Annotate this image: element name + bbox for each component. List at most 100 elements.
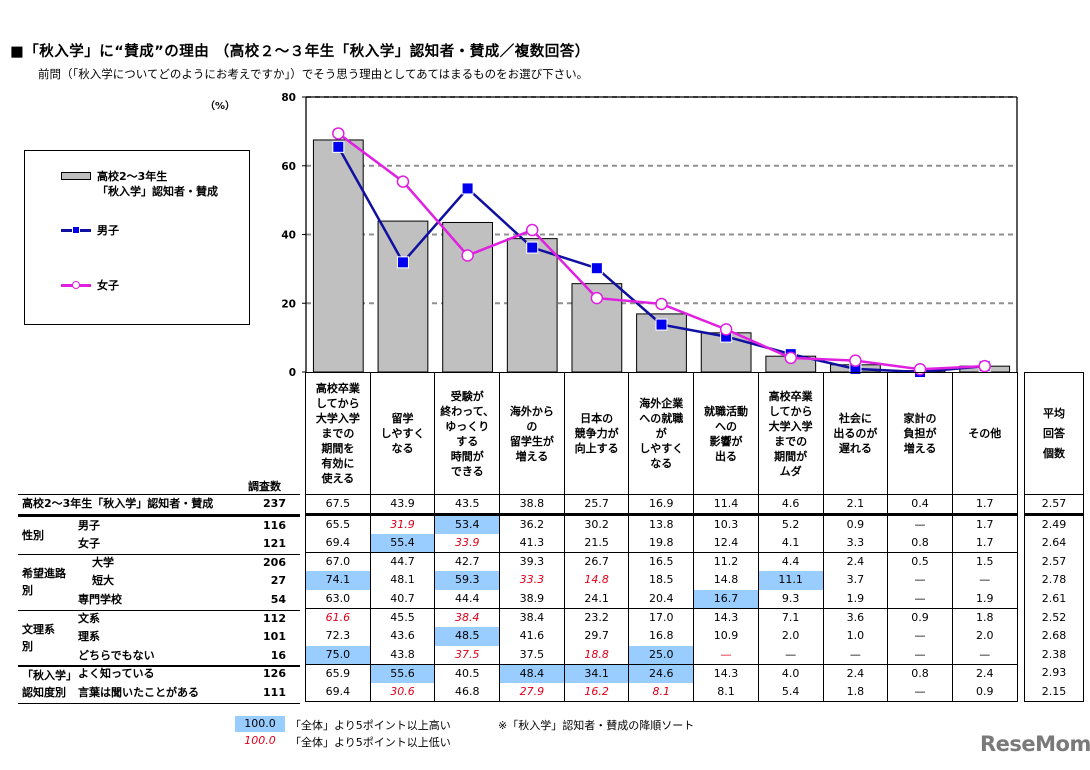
square-marker-icon [461,182,474,195]
avg-cell: 2.78 [1024,571,1084,590]
table-cell: 11.2 [693,552,759,572]
table-cell: 67.0 [305,552,371,572]
chart-legend: 高校2～3年生 「秋入学」認知者・賛成 男子 女子 [24,150,250,325]
table-cell: 30.2 [563,514,630,534]
circle-marker-line-icon [61,278,91,292]
table-cell: 38.8 [499,494,565,516]
table-cell: — [887,682,953,702]
table-cell: 33.3 [499,571,565,590]
table-cell: 41.3 [499,534,565,554]
table-cell: 36.2 [499,514,565,534]
table-cell: 30.6 [369,682,436,702]
avg-cell: 2.57 [1024,494,1084,516]
table-row: 65.9 55.6 40.5 48.4 34.1 24.6 14.3 4.0 2.4 0.8 2.4 [305,664,1018,683]
circle-marker-icon [719,323,733,336]
circle-marker-icon [655,297,668,311]
table-cell: 42.7 [434,552,501,572]
table-cell: 2.0 [757,626,824,646]
row-label-text: 言葉は聞いたことがある [78,686,199,699]
table-row: 65.5 31.9 53.4 36.2 30.2 13.8 10.3 5.2 0.9—1.7 [305,514,1018,534]
table-cell: 10.9 [693,626,759,646]
table-cell: — [887,645,953,665]
row-label: どちらでもない 16 [0,647,300,666]
resemom-logo: ReseMom [980,732,1090,756]
column-header: 家計の 負担が 増える [887,372,953,495]
table-cell: 1.5 [951,552,1018,572]
key-low-swatch: 100.0 [244,734,276,747]
table-cell: 55.6 [369,664,436,683]
row-group-label: 文理系 別 [22,622,55,653]
column-header: 高校卒業 してから 大学入学 までの 期間が ムダ [757,372,824,495]
table-cell: 0.5 [887,552,953,572]
circle-marker-icon [784,351,798,365]
avg-cell: 2.61 [1024,589,1084,609]
sample-size: 27 [270,574,286,588]
row-label-text: 短大 [92,574,114,588]
table-cell: 1.9 [822,589,889,609]
table-cell: 14.3 [693,608,759,627]
table-cell: 3.6 [822,608,889,627]
sample-size: 237 [263,497,286,510]
row-label: 高校2～3年生「秋入学」認知者・賛成 237 [0,495,300,514]
table-cell: 43.5 [434,494,501,516]
table-cell: 0.9 [887,608,953,627]
table-cell: 23.2 [563,608,630,627]
table-row: 72.3 43.6 48.5 41.6 29.7 16.8 10.9 2.0 1.0—2.0 [305,626,1018,646]
avg-cell: 2.38 [1024,645,1084,665]
table-cell: 65.9 [305,664,371,683]
table-cell: — [887,571,953,590]
table-cell: 3.7 [822,571,889,590]
table-cell: 40.5 [434,664,501,683]
results-table: 高校卒業 してから 大学入学 までの 期間を 有効に 使える 留学 しやすく なる… [305,372,1018,702]
table-cell: 1.8 [822,682,889,702]
table-cell: 21.5 [563,534,630,554]
table-cell: 69.4 [305,682,371,702]
table-cell: 16.8 [628,626,695,646]
circle-marker-icon [332,127,345,140]
table-cell: — [887,626,953,646]
circle-marker-icon [590,291,604,305]
row-label-text: どちらでもない [78,648,155,662]
table-cell: 11.4 [693,494,759,516]
row-label-text: 男子 [78,518,100,532]
bar-line-chart: 0 20 40 60 80 [281,92,1018,379]
table-row: 75.0 43.8 37.5 37.5 18.8 25.0— — — — — [305,645,1018,665]
table-cell: 46.8 [434,682,501,702]
y-tick-label: 0 [289,367,296,379]
table-cell: 61.6 [305,608,371,627]
table-row: 67.0 44.7 42.7 39.3 26.7 16.5 11.2 4.4 2.4 0.5 1.5 [305,552,1018,572]
divider [18,665,300,667]
table-cell: 1.7 [951,494,1018,516]
row-label-text: 文系 [78,611,100,625]
circle-marker-icon [849,354,862,367]
table-cell: 0.8 [887,664,953,683]
avg-cell: 2.64 [1024,534,1084,553]
table-cell: — [951,645,1018,665]
table-row: 61.6 45.5 38.4 38.4 23.2 17.0 14.3 7.1 3.6 0.9 1.8 [305,608,1018,627]
table-cell: 48.1 [369,571,436,590]
sample-size: 111 [263,686,286,699]
legend-label-male: 男子 [97,224,119,237]
table-cell: 5.4 [757,682,824,702]
row-label-text: 理系 [78,630,100,644]
unit-label: （%） [205,101,236,112]
chart-title: ■「秋入学」に“賛成”の理由 （高校２～３年生「秋入学」認知者・賛成／複数回答） [10,44,590,60]
table-cell: 1.0 [822,626,889,646]
divider [18,702,300,704]
row-label: よく知っている 126 [0,665,300,684]
table-cell: 1.9 [951,589,1018,609]
square-marker-icon [590,262,603,275]
table-cell: 20.4 [628,589,695,609]
y-tick-label: 80 [281,92,296,104]
key-high-swatch: 100.0 [235,716,285,732]
row-label-text: 専門学校 [78,593,122,606]
average-answers-table: 平均 回答 個数 2.57 2.49 2.64 2.57 2.78 2.61 2.52 2.68… [1024,372,1084,702]
table-cell: — [887,589,953,609]
square-marker-icon [396,256,409,269]
table-cell: 2.4 [822,552,889,572]
y-tick-label: 40 [281,230,296,242]
bar [312,139,364,373]
row-label: 専門学校 54 [0,591,300,610]
bar [377,220,429,373]
table-cell: 72.3 [305,626,371,646]
